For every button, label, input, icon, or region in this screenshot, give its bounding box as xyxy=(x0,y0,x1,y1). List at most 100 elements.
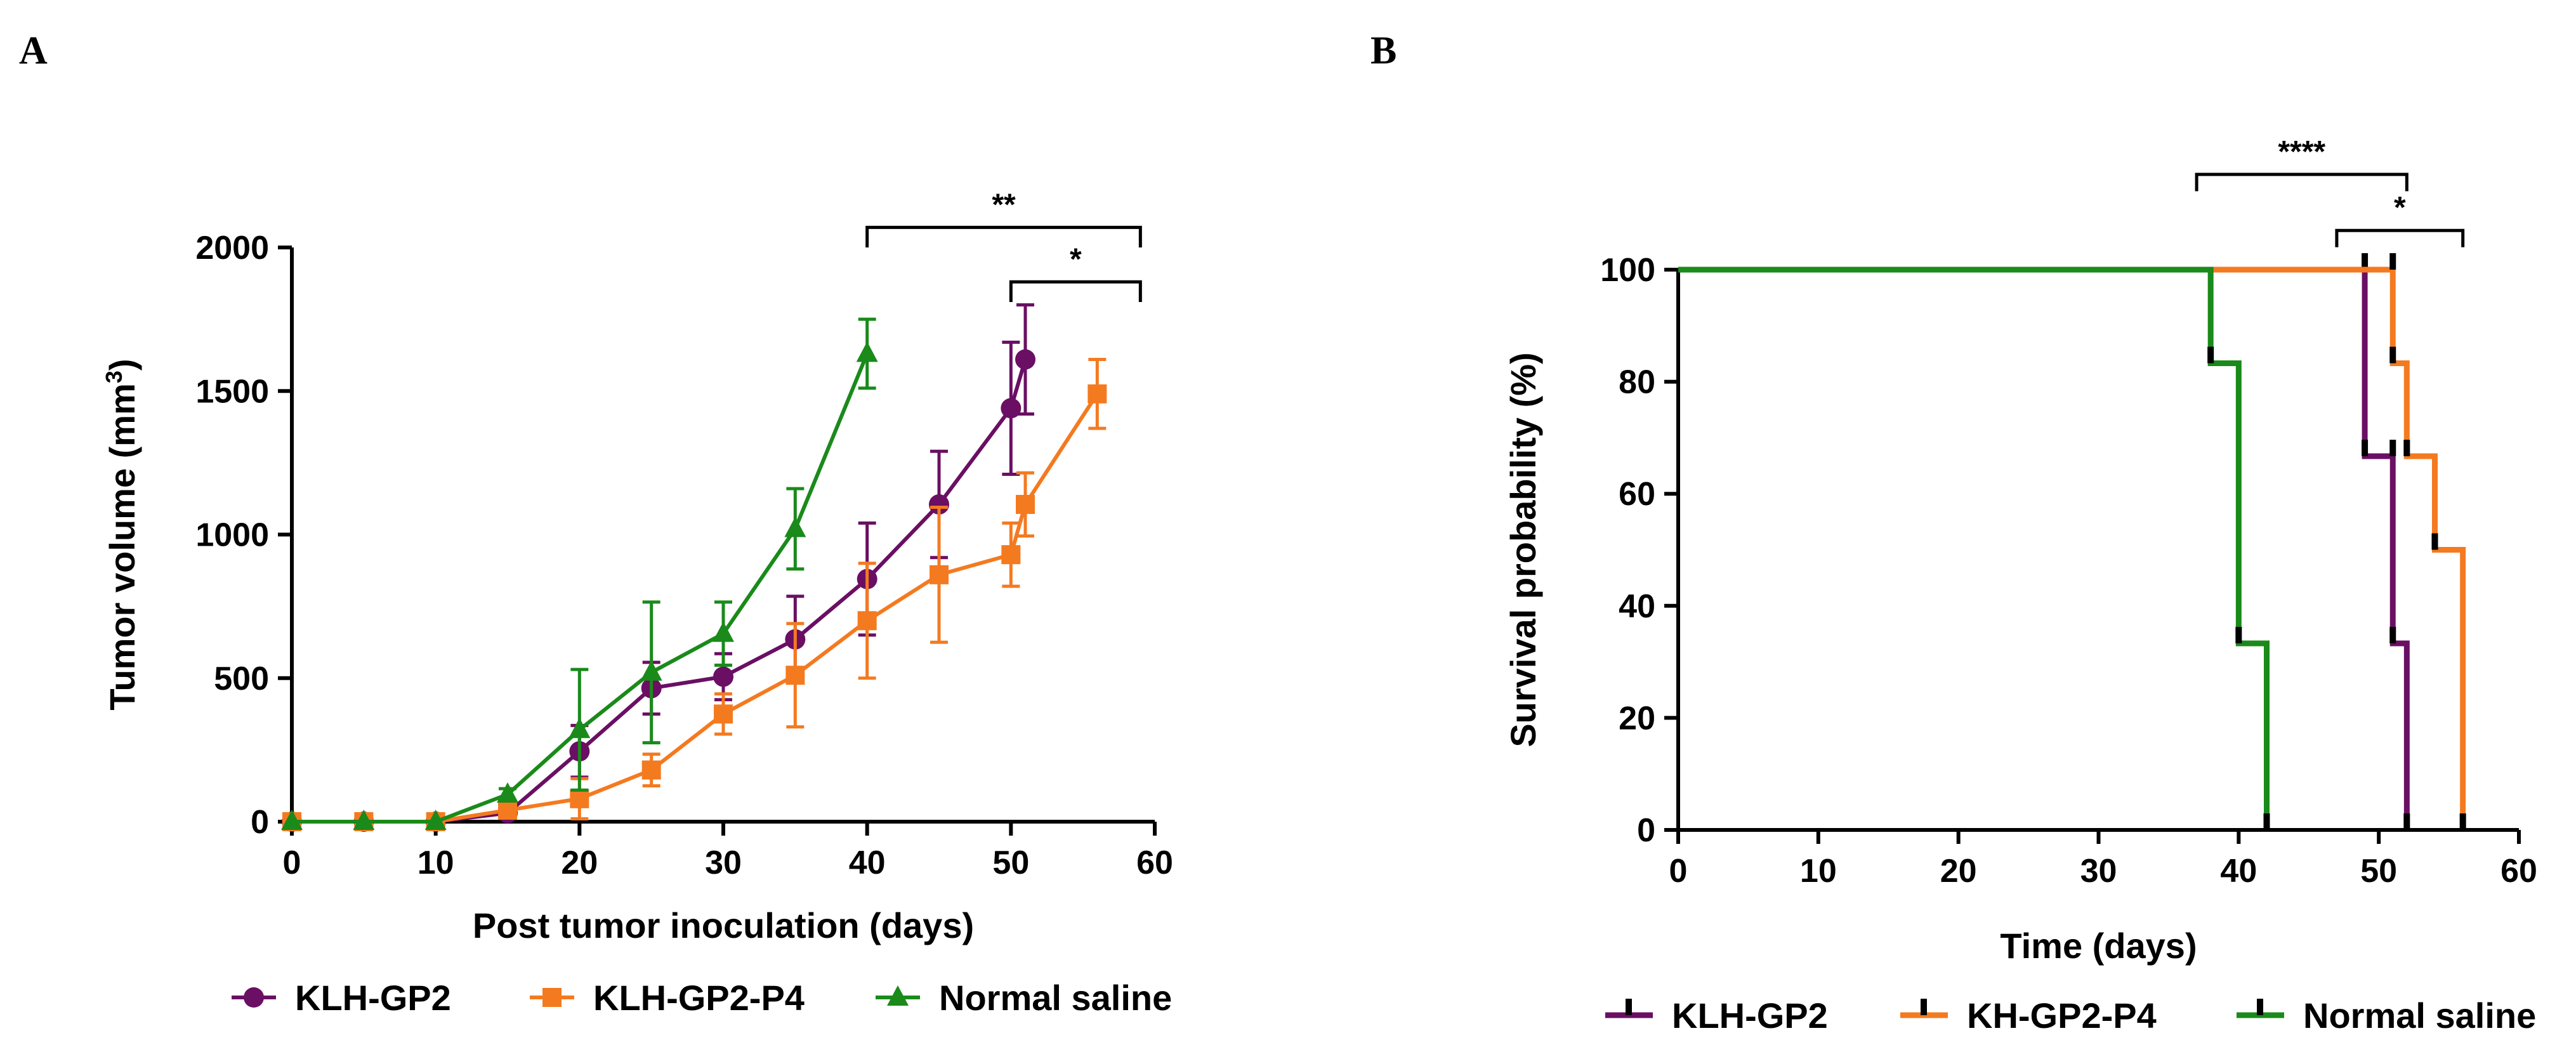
data-point xyxy=(568,718,591,739)
significance-bracket xyxy=(2195,173,2408,192)
survival-curve xyxy=(1678,266,2270,830)
chart-b-survival: 0 10 20 30 40 50 60 0 20 40 60 80 100 Time (days) Surv… xyxy=(1503,135,2537,1036)
x-tick-label: 60 xyxy=(2500,853,2537,890)
y-tick-label: 500 xyxy=(214,661,269,697)
legend-marker xyxy=(542,988,562,1007)
censor-tick xyxy=(2235,626,2242,643)
censor-tick xyxy=(2459,813,2466,830)
data-point xyxy=(857,611,877,631)
legend-marker xyxy=(887,985,909,1006)
x-tick-label: 40 xyxy=(849,845,886,881)
y-tick-label: 20 xyxy=(1619,700,1655,737)
censor-tick xyxy=(2403,440,2410,457)
y-tick-label: 100 xyxy=(1600,252,1655,289)
data-point xyxy=(497,782,518,803)
censor-tick xyxy=(2207,346,2214,364)
y-tick-label: 2000 xyxy=(195,230,269,266)
censor-tick xyxy=(2403,813,2410,830)
x-tick-label: 10 xyxy=(417,845,454,881)
series-normal-saline xyxy=(281,317,878,830)
series-klh-gp2 xyxy=(1678,253,2410,830)
data-point xyxy=(1015,349,1035,370)
significance-label: **** xyxy=(2278,135,2325,169)
censor-tick xyxy=(2362,440,2369,457)
data-point xyxy=(353,810,375,830)
data-point xyxy=(641,760,661,780)
data-point xyxy=(570,789,589,808)
series-klh-gp2-p4 xyxy=(282,357,1107,831)
chart-a-tumor-volume: 0 10 20 30 40 50 60 0 500 1000 1500 2000 Post tumor … xyxy=(101,188,1173,1018)
data-point xyxy=(498,800,517,820)
legend-label: KLH-GP2 xyxy=(1672,996,1828,1036)
data-point xyxy=(1088,384,1107,404)
y-tick-label: 0 xyxy=(1637,812,1655,849)
x-tick-label: 10 xyxy=(1800,853,1837,890)
survival-curve xyxy=(1678,266,2466,830)
data-point xyxy=(640,660,662,681)
legend-label: KLH-GP2-P4 xyxy=(593,978,805,1018)
legend-marker xyxy=(244,987,264,1008)
legend-censor-tick xyxy=(1921,999,1927,1015)
censor-tick xyxy=(2431,533,2438,550)
series-normal-saline xyxy=(1678,266,2270,830)
data-point xyxy=(856,341,878,362)
x-tick-label: 50 xyxy=(992,845,1029,881)
y-axis-title: Survival probability (%) xyxy=(1503,352,1543,747)
data-point xyxy=(1001,545,1021,565)
series-kh-gp2-p4 xyxy=(1678,253,2466,830)
data-point xyxy=(713,666,733,687)
legend-label: KLH-GP2 xyxy=(295,978,451,1018)
y-tick-label: 60 xyxy=(1619,476,1655,513)
significance-bracket xyxy=(865,225,1142,247)
panel-label-b: B xyxy=(1370,29,1396,72)
significance-label: ** xyxy=(992,188,1016,221)
x-tick-label: 40 xyxy=(2220,853,2257,890)
data-point xyxy=(1001,398,1022,419)
x-tick-label: 0 xyxy=(283,845,301,881)
x-tick-label: 20 xyxy=(561,845,598,881)
significance-bracket xyxy=(1009,280,1142,302)
legend-b: KLH-GP2 KH-GP2-P4 Normal saline xyxy=(1605,996,2536,1036)
significance-label: * xyxy=(1070,242,1082,276)
y-tick-label: 1000 xyxy=(195,517,269,554)
x-tick-label: 30 xyxy=(705,845,742,881)
x-tick-label: 50 xyxy=(2360,853,2397,890)
x-axis-title: Time (days) xyxy=(2000,926,2197,966)
censor-tick xyxy=(2389,253,2396,270)
censor-tick xyxy=(2389,440,2396,457)
legend-label: KH-GP2-P4 xyxy=(1967,996,2157,1036)
data-point xyxy=(1016,494,1035,514)
y-tick-label: 40 xyxy=(1619,588,1655,625)
panel-label-a: A xyxy=(19,29,48,72)
y-tick-label: 80 xyxy=(1619,364,1655,401)
survival-curve xyxy=(1678,266,2410,830)
data-point xyxy=(785,666,805,685)
legend-a: KLH-GP2 KLH-GP2-P4 Normal saline xyxy=(232,978,1172,1018)
censor-tick xyxy=(2389,626,2396,643)
data-point xyxy=(930,565,949,584)
legend-label: Normal saline xyxy=(2303,996,2536,1036)
significance-bracket xyxy=(2335,228,2465,247)
legend-censor-tick xyxy=(1626,999,1632,1015)
legend-label: Normal saline xyxy=(939,978,1172,1018)
significance-label: * xyxy=(2394,191,2406,225)
x-axis-title: Post tumor inoculation (days) xyxy=(473,905,974,945)
data-point xyxy=(281,810,303,830)
y-tick-label: 0 xyxy=(251,804,269,841)
y-axis-title-main: Tumor volume (mm xyxy=(102,383,142,710)
data-point xyxy=(784,516,806,537)
y-tick-label: 1500 xyxy=(195,373,269,410)
series-line xyxy=(292,393,1099,824)
y-axis-title: Tumor volume (mm3) xyxy=(101,358,142,710)
y-axis-title-superscript: 3 xyxy=(101,371,127,383)
censor-tick xyxy=(2389,346,2396,364)
x-tick-label: 20 xyxy=(1940,853,1977,890)
data-point xyxy=(713,621,734,642)
x-tick-label: 0 xyxy=(1669,853,1688,890)
censor-tick xyxy=(2263,813,2270,830)
legend-censor-tick xyxy=(2257,999,2263,1015)
y-axis-title-close: ) xyxy=(102,358,142,371)
data-point xyxy=(714,704,733,724)
data-point xyxy=(929,494,949,515)
